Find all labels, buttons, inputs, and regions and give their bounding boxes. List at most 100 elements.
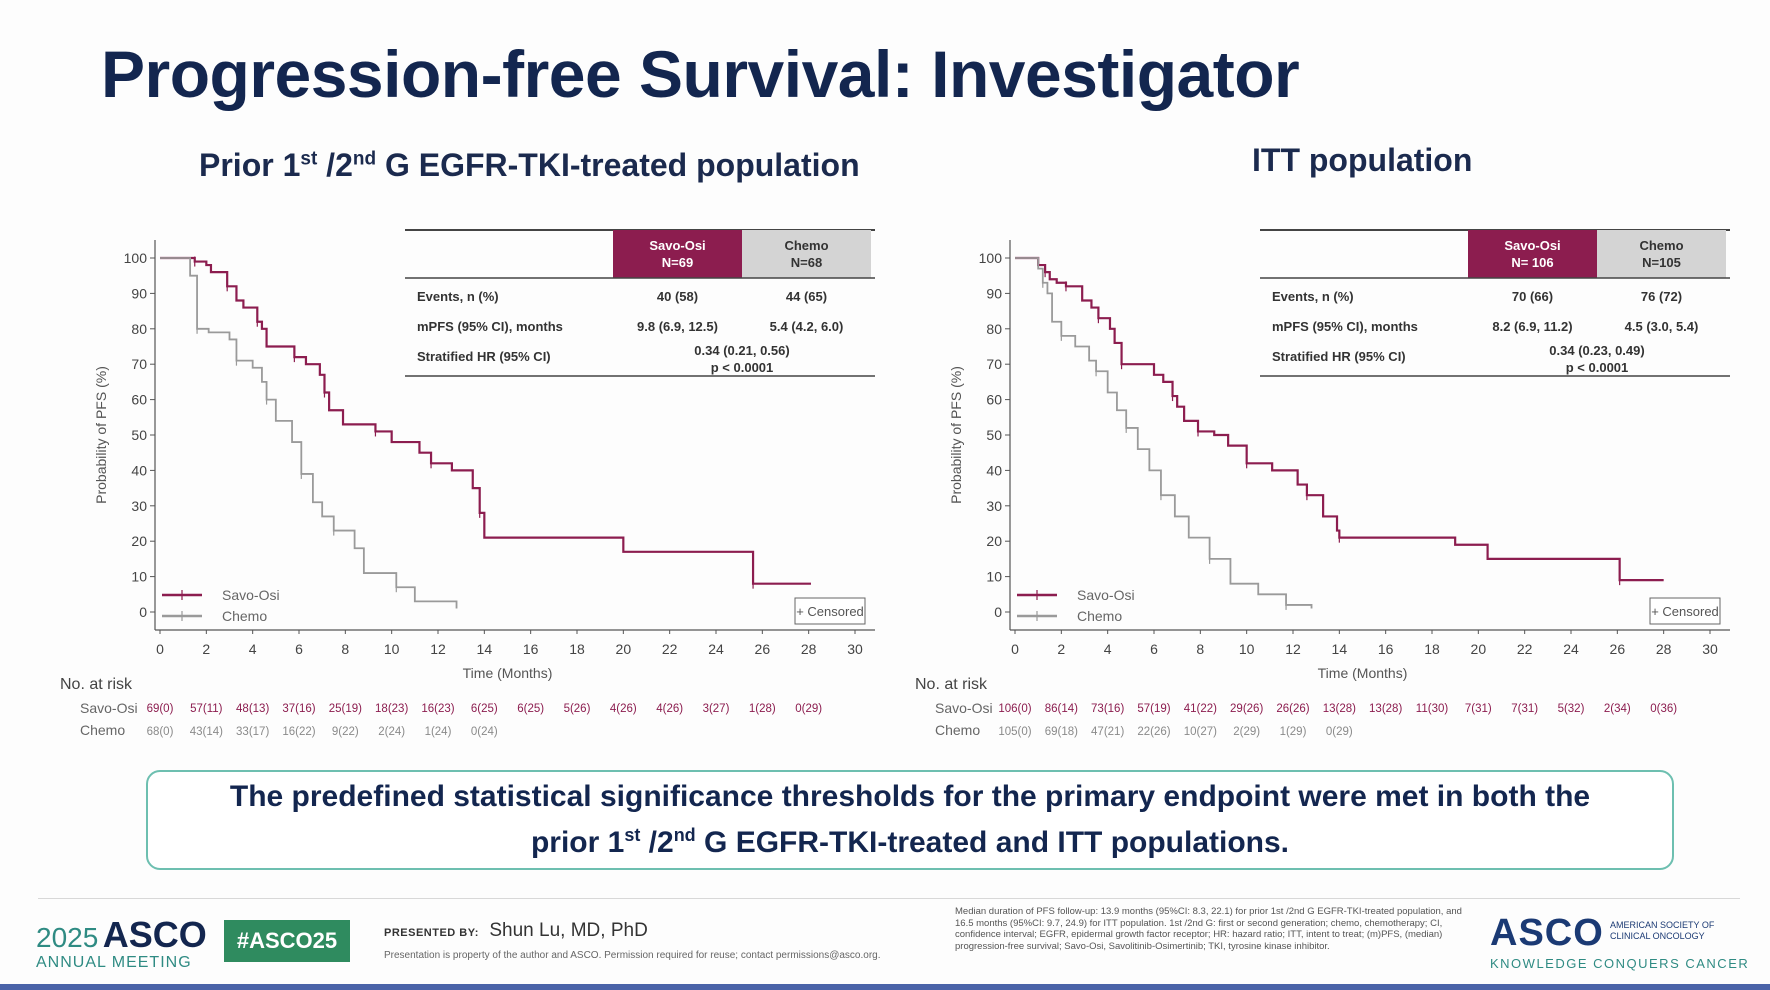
conclusion-line2-mid: /2 — [640, 826, 674, 859]
left-y-tick-label: 30 — [131, 498, 147, 514]
left-x-tick-label: 30 — [847, 641, 863, 657]
left-x-tick-label: 2 — [202, 641, 210, 657]
right-at-risk-savo-value: 86(14) — [1045, 703, 1078, 715]
left-x-tick-label: 8 — [341, 641, 349, 657]
right-y-axis-label: Probability of PFS (%) — [948, 366, 964, 504]
presenter-name: Shun Lu, MD, PhD — [489, 920, 648, 941]
right-at-risk-chemo-value: 0(29) — [1326, 726, 1353, 738]
presented-by-label: PRESENTED BY: — [384, 927, 479, 939]
right-x-tick-label: 2 — [1057, 641, 1065, 657]
presenter-info: PRESENTED BY: Shun Lu, MD, PhD — [384, 920, 648, 942]
right-table-header-savo-line1: Savo-Osi — [1504, 238, 1560, 253]
right-at-risk-savo-value: 7(31) — [1511, 703, 1538, 715]
left-at-risk-savo-value: 69(0) — [147, 703, 174, 715]
meeting-subtitle: ANNUAL MEETING — [36, 954, 192, 971]
right-at-risk-title: No. at risk — [915, 676, 988, 693]
left-at-risk-title: No. at risk — [60, 676, 133, 693]
right-y-tick-label: 30 — [986, 498, 1002, 514]
right-y-tick-label: 80 — [986, 321, 1002, 337]
right-censored-legend-label: + Censored — [1651, 604, 1719, 619]
left-y-tick-label: 70 — [131, 356, 147, 372]
right-legend-label-savo-osi: Savo-Osi — [1077, 587, 1135, 603]
right-y-tick-label: 100 — [979, 250, 1003, 266]
left-y-tick-label: 90 — [131, 285, 147, 301]
right-at-risk-savo-value: 106(0) — [998, 703, 1031, 715]
right-table-header-chemo-line2: N=105 — [1642, 255, 1681, 270]
left-at-risk-chemo-value: 9(22) — [332, 726, 359, 738]
left-x-tick-label: 10 — [384, 641, 400, 657]
right-table-p-value: p < 0.0001 — [1566, 360, 1629, 375]
right-y-tick-label: 20 — [986, 533, 1002, 549]
conclusion-box: The predefined statistical significance … — [146, 770, 1674, 870]
left-at-risk-chemo-value: 68(0) — [147, 726, 174, 738]
right-x-tick-label: 24 — [1563, 641, 1579, 657]
right-at-risk-savo-value: 13(28) — [1323, 703, 1356, 715]
right-x-tick-label: 22 — [1517, 641, 1533, 657]
left-censored-legend-box — [794, 597, 866, 625]
left-at-risk-savo-value: 5(26) — [564, 703, 591, 715]
right-x-tick-label: 16 — [1378, 641, 1394, 657]
right-y-tick-label: 90 — [986, 285, 1002, 301]
left-x-tick-label: 24 — [708, 641, 724, 657]
left-censored-legend-label: + Censored — [796, 604, 864, 619]
right-y-tick-label: 50 — [986, 427, 1002, 443]
meeting-year: 2025 — [36, 922, 99, 953]
right-y-tick-label: 70 — [986, 356, 1002, 372]
right-table-header-chemo-bg — [1597, 230, 1726, 278]
left-title-post: G EGFR-TKI-treated population — [376, 147, 860, 183]
left-x-tick-label: 22 — [662, 641, 678, 657]
left-at-risk-savo-value: 6(25) — [517, 703, 544, 715]
asco-logo-text: ASCO — [1490, 912, 1604, 954]
footer-divider — [38, 898, 1740, 899]
conclusion-line1: The predefined statistical significance … — [229, 780, 1591, 813]
left-y-tick-label: 80 — [131, 321, 147, 337]
right-x-tick-label: 28 — [1656, 641, 1672, 657]
right-at-risk-savo-value: 41(22) — [1184, 703, 1217, 715]
right-table-hr-value: 0.34 (0.23, 0.49) — [1549, 343, 1644, 358]
left-at-risk-savo-value: 4(26) — [610, 703, 637, 715]
left-table-header-savo-line2: N=69 — [662, 255, 693, 270]
left-title-sup1: st — [300, 148, 318, 170]
left-y-tick-label: 20 — [131, 533, 147, 549]
left-at-risk-savo-value: 6(25) — [471, 703, 498, 715]
left-table-chemo-value: 44 (65) — [786, 289, 827, 304]
left-table-row-label: mPFS (95% CI), months — [417, 319, 563, 334]
left-table-row-label: Stratified HR (95% CI) — [417, 349, 551, 364]
conclusion-line2-post: G EGFR-TKI-treated and ITT populations. — [695, 826, 1290, 859]
slide-title: Progression-free Survival: Investigator — [101, 37, 1300, 111]
left-y-tick-label: 0 — [139, 604, 147, 620]
right-at-risk-chemo-value: 69(18) — [1045, 726, 1078, 738]
left-y-tick-label: 60 — [131, 392, 147, 408]
asco-tagline: KNOWLEDGE CONQUERS CANCER — [1490, 956, 1750, 971]
meeting-name: ASCO — [102, 914, 207, 955]
right-at-risk-chemo-value: 22(26) — [1137, 726, 1170, 738]
left-table-p-value: p < 0.0001 — [711, 360, 774, 375]
right-y-tick-label: 10 — [986, 569, 1002, 585]
left-y-tick-label: 100 — [124, 250, 148, 266]
right-at-risk-chemo-value: 105(0) — [998, 726, 1031, 738]
right-x-tick-label: 8 — [1196, 641, 1204, 657]
left-series-savo-osi-line — [160, 256, 811, 585]
left-table-row-label: Events, n (%) — [417, 289, 499, 304]
left-at-risk-savo-value: 18(23) — [375, 703, 408, 715]
right-table-row-label: mPFS (95% CI), months — [1272, 319, 1418, 334]
left-x-tick-label: 12 — [430, 641, 446, 657]
left-y-tick-label: 50 — [131, 427, 147, 443]
right-at-risk-savo-value: 0(36) — [1650, 703, 1677, 715]
right-table-chemo-value: 76 (72) — [1641, 289, 1682, 304]
right-x-tick-label: 6 — [1150, 641, 1158, 657]
right-table-savo-value: 70 (66) — [1512, 289, 1553, 304]
right-at-risk-savo-value: 57(19) — [1137, 703, 1170, 715]
left-title-mid: /2 — [317, 147, 353, 183]
left-title-pre: Prior 1 — [199, 147, 301, 183]
left-series-chemo-line — [160, 257, 458, 609]
left-at-risk-savo-value: 57(11) — [190, 703, 223, 715]
left-x-tick-label: 0 — [156, 641, 164, 657]
conclusion-sup1: st — [624, 825, 641, 845]
left-legend-label-chemo: Chemo — [222, 608, 267, 624]
left-at-risk-savo-value: 3(27) — [703, 703, 730, 715]
right-x-tick-label: 26 — [1610, 641, 1626, 657]
